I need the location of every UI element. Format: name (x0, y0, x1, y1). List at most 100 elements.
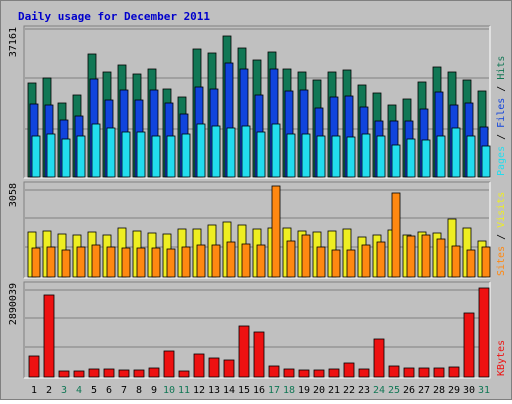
bar-pages-day-7 (121, 131, 131, 178)
bar-pages-day-13 (211, 125, 221, 178)
x-tick-label-day-4: 4 (76, 385, 82, 396)
bar-kbytes-day-8 (133, 369, 145, 378)
bar-kbytes-day-26 (403, 367, 415, 378)
x-tick-label-day-16: 16 (253, 385, 265, 396)
bar-sites-day-23 (361, 244, 371, 278)
hits-axis-title-separator: / (496, 128, 507, 146)
x-tick-label-day-2: 2 (46, 385, 52, 396)
x-tick-label-day-8: 8 (136, 385, 142, 396)
bar-pages-day-6 (106, 127, 116, 178)
kbytes-ymax-label: 2890039 (8, 283, 19, 325)
series-kbytes (28, 287, 490, 378)
bar-sites-day-28 (436, 238, 446, 278)
bar-pages-day-18 (286, 133, 296, 178)
x-tick-label-day-12: 12 (193, 385, 205, 396)
bar-kbytes-day-28 (433, 367, 445, 378)
bar-kbytes-day-23 (358, 368, 370, 378)
bar-kbytes-day-30 (463, 312, 475, 378)
bar-sites-day-12 (196, 244, 206, 278)
bar-sites-day-27 (421, 234, 431, 278)
x-tick-label-day-31: 31 (478, 385, 490, 396)
hits-border-shadow (23, 25, 490, 178)
kbytes-panel: 2890039 KBytes (8, 281, 507, 379)
bar-pages-day-15 (241, 125, 251, 178)
x-tick-label-day-1: 1 (31, 385, 37, 396)
visits-axis-title: Sites / Visits (496, 192, 507, 276)
bar-pages-day-12 (196, 123, 206, 178)
series-sites (31, 185, 491, 278)
bar-pages-day-9 (151, 135, 161, 178)
bar-kbytes-day-3 (58, 370, 70, 378)
x-tick-label-day-3: 3 (61, 385, 67, 396)
x-tick-label-day-28: 28 (433, 385, 445, 396)
bar-kbytes-day-27 (418, 367, 430, 378)
kbytes-axis-title-kbytes: KBytes (496, 340, 507, 376)
bar-pages-day-21 (331, 135, 341, 178)
bar-pages-day-27 (421, 139, 431, 178)
visits-panel: 3058 Sites / Visits (8, 181, 507, 279)
kbytes-border-shadow (23, 281, 490, 378)
bar-sites-day-9 (151, 247, 161, 278)
bar-pages-day-17 (271, 123, 281, 178)
hits-axis-title-files: Files (496, 98, 507, 128)
visits-border-highlight (24, 182, 491, 279)
bar-sites-day-29 (451, 245, 461, 278)
x-tick-label-day-6: 6 (106, 385, 112, 396)
x-tick-label-day-14: 14 (223, 385, 235, 396)
bar-sites-day-17 (271, 185, 281, 278)
bar-pages-day-30 (466, 135, 476, 178)
bar-pages-day-20 (316, 135, 326, 178)
x-tick-label-day-5: 5 (91, 385, 97, 396)
bar-kbytes-day-20 (313, 369, 325, 378)
bar-sites-day-1 (31, 247, 41, 278)
hits-axis-title: Pages / Files / Hits (496, 56, 507, 176)
x-tick-label-day-10: 10 (163, 385, 175, 396)
x-tick-label-day-21: 21 (328, 385, 340, 396)
visits-axis-title-visits: Visits (496, 192, 507, 228)
bar-kbytes-day-25 (388, 365, 400, 378)
bar-sites-day-25 (391, 192, 401, 278)
bar-kbytes-day-17 (268, 365, 280, 378)
bar-sites-day-30 (466, 249, 476, 278)
visits-axis-title-sites: Sites (496, 246, 507, 276)
bar-kbytes-day-31 (478, 287, 490, 378)
bar-kbytes-day-4 (73, 370, 85, 378)
visits-ymax-label: 3058 (8, 183, 19, 207)
x-tick-label-day-29: 29 (448, 385, 460, 396)
bar-sites-day-5 (91, 244, 101, 278)
bar-pages-day-23 (361, 133, 371, 178)
bar-pages-day-8 (136, 131, 146, 178)
bar-kbytes-day-21 (328, 368, 340, 378)
bar-kbytes-day-13 (208, 357, 220, 378)
bar-pages-day-4 (76, 135, 86, 178)
bar-kbytes-day-2 (43, 294, 55, 378)
bar-pages-day-11 (181, 133, 191, 178)
x-tick-label-day-11: 11 (178, 385, 190, 396)
bar-sites-day-11 (181, 246, 191, 278)
bar-pages-day-29 (451, 127, 461, 178)
visits-border-shadow (23, 181, 490, 278)
bar-sites-day-14 (226, 241, 236, 278)
bar-sites-day-8 (136, 247, 146, 278)
x-tick-label-day-30: 30 (463, 385, 475, 396)
hits-axis-title-hits: Hits (496, 56, 507, 80)
bar-pages-day-25 (391, 144, 401, 178)
bar-sites-day-7 (121, 247, 131, 278)
bar-kbytes-day-24 (373, 338, 385, 378)
bar-sites-day-10 (166, 248, 176, 278)
hits-ymax-label: 37161 (8, 27, 19, 57)
x-tick-label-day-24: 24 (373, 385, 385, 396)
hits-border-highlight (24, 26, 491, 179)
bar-kbytes-day-14 (223, 359, 235, 378)
x-tick-label-day-27: 27 (418, 385, 430, 396)
x-tick-label-day-9: 9 (151, 385, 157, 396)
bar-sites-day-18 (286, 240, 296, 278)
bar-kbytes-day-9 (148, 367, 160, 378)
bar-sites-day-2 (46, 246, 56, 278)
bar-kbytes-day-1 (28, 355, 40, 378)
x-tick-label-day-13: 13 (208, 385, 220, 396)
x-tick-label-day-23: 23 (358, 385, 370, 396)
bar-sites-day-4 (76, 246, 86, 278)
bar-sites-day-3 (61, 249, 71, 278)
